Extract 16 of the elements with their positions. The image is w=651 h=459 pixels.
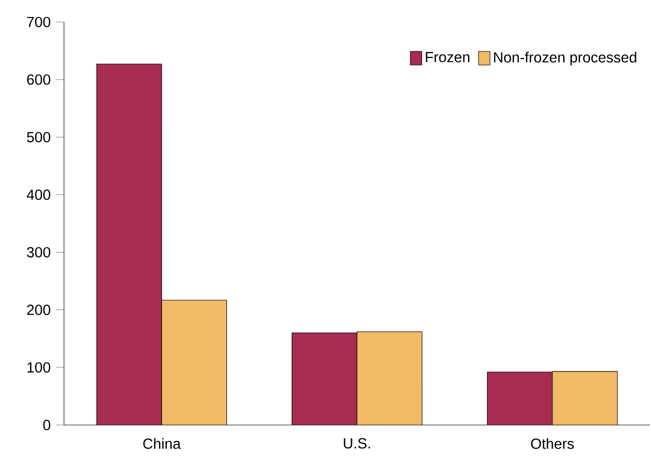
x-tick-label: U.S. [344,438,370,449]
x-tick-label: Others [531,438,574,449]
y-tick-label: 500 [26,132,50,142]
y-tick-label: 300 [26,247,50,258]
y-tick-label: 0 [43,420,50,430]
legend-label: Frozen [426,52,470,62]
x-tick-label: China [143,438,181,449]
bar [96,64,162,425]
y-tick-label: 400 [26,190,50,200]
bar [292,332,357,425]
y-tick-label: 700 [27,16,50,28]
y-tick-label: 100 [27,362,50,373]
y-tick-label: 200 [27,304,50,316]
bar [487,372,553,425]
legend-label: Non-frozen processed [494,52,636,66]
y-tick-label: 600 [27,74,50,85]
